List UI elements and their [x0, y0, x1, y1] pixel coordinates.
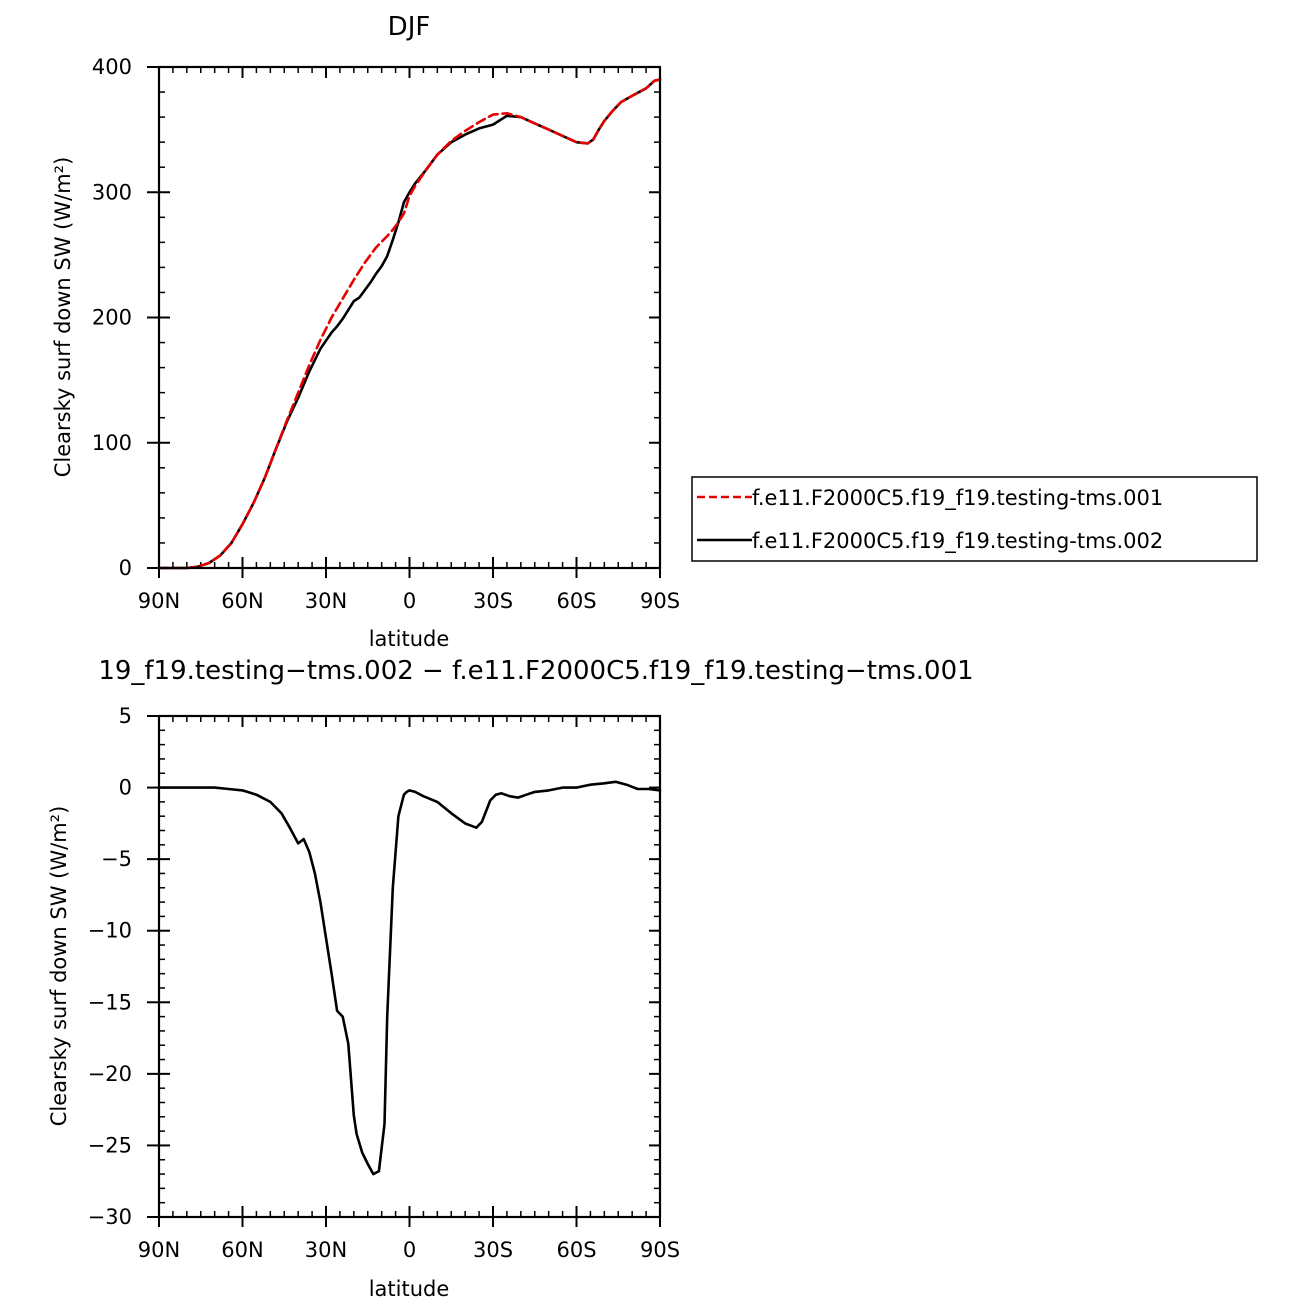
x-tick-label: 60S — [556, 1238, 596, 1262]
x-tick-label: 90S — [640, 589, 680, 613]
x-tick-label: 30S — [473, 1238, 513, 1262]
x-tick-label: 30S — [473, 589, 513, 613]
x-tick-label: 90S — [640, 1238, 680, 1262]
x-tick-label: 90N — [138, 1238, 180, 1262]
y-tick-label: 100 — [92, 431, 132, 455]
y-tick-label: −20 — [88, 1062, 132, 1086]
y-axis-label-bottom: Clearsky surf down SW (W/m²) — [47, 806, 71, 1127]
y-tick-label: 400 — [92, 55, 132, 79]
y-tick-label: 200 — [92, 306, 132, 330]
plot-frame-top — [157, 65, 662, 570]
x-tick-labels-bottom: 90N 60N 30N 0 30S 60S 90S — [138, 1238, 680, 1262]
x-axis-label-top: latitude — [369, 627, 450, 651]
y-tick-label: 5 — [119, 704, 132, 728]
series-group-bottom — [157, 780, 662, 1176]
y-tick-label: −30 — [88, 1205, 132, 1229]
legend: f.e11.F2000C5.f19_f19.testing-tms.001 f.… — [691, 476, 1258, 562]
x-tick-label: 30N — [305, 1238, 347, 1262]
y-tick-label: −15 — [88, 990, 132, 1014]
y-tick-label: −25 — [88, 1133, 132, 1157]
x-tick-label: 60S — [556, 589, 596, 613]
y-tick-labels-bottom: 5 0 −5 −10 −15 −20 −25 −30 — [88, 704, 132, 1229]
y-tick-label: 0 — [119, 776, 132, 800]
series-line-difference — [157, 780, 662, 1176]
x-tick-label: 0 — [403, 1238, 416, 1262]
y-tick-label: −5 — [101, 847, 132, 871]
series-line-001 — [157, 78, 662, 570]
x-tick-label: 90N — [138, 589, 180, 613]
y-tick-labels-top: 0 100 200 300 400 — [92, 55, 132, 580]
chart-title-bottom: 19_f19.testing−tms.002 − f.e11.F2000C5.f… — [98, 656, 973, 686]
legend-label-series-001: f.e11.F2000C5.f19_f19.testing-tms.001 — [752, 486, 1163, 511]
y-tick-label: 300 — [92, 180, 132, 204]
y-axis-label-top: Clearsky surf down SW (W/m²) — [51, 157, 75, 478]
x-axis-label-bottom: latitude — [369, 1277, 450, 1301]
panel-bottom-difference: 19_f19.testing−tms.002 − f.e11.F2000C5.f… — [47, 656, 974, 1301]
panel-top-djf: DJF 90N 60N 30N 0 30S 60S 90S 0 100 200 300 400 la… — [51, 12, 680, 651]
x-tick-label: 60N — [221, 1238, 263, 1262]
chart-title-top: DJF — [388, 12, 431, 42]
plot-frame-bottom — [157, 714, 662, 1219]
legend-label-series-002: f.e11.F2000C5.f19_f19.testing-tms.002 — [752, 529, 1163, 554]
x-tick-labels-top: 90N 60N 30N 0 30S 60S 90S — [138, 589, 680, 613]
x-tick-label: 30N — [305, 589, 347, 613]
axis-ticks-bottom — [147, 715, 661, 1227]
legend-box — [691, 476, 1258, 562]
series-group-top — [157, 78, 662, 570]
x-tick-label: 60N — [221, 589, 263, 613]
y-tick-label: −10 — [88, 919, 132, 943]
x-tick-label: 0 — [403, 589, 416, 613]
y-tick-label: 0 — [119, 556, 132, 580]
series-line-002 — [157, 78, 662, 570]
